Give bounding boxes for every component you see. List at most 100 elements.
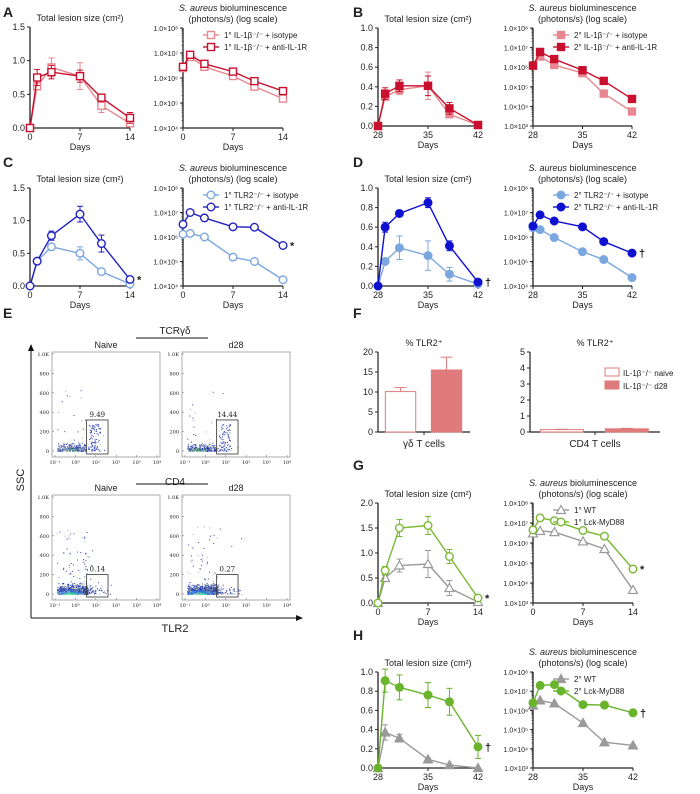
- data-point: [528, 61, 538, 70]
- event-dot: [225, 432, 227, 434]
- event-dot: [76, 448, 78, 450]
- data-point: [185, 228, 195, 238]
- event-dot: [76, 445, 78, 447]
- event-dot: [190, 555, 192, 557]
- x-axis-label: Days: [418, 300, 439, 310]
- event-dot: [77, 444, 79, 446]
- event-dot: [89, 585, 91, 587]
- event-dot: [68, 537, 70, 539]
- data-point: [578, 526, 588, 536]
- event-dot: [86, 532, 88, 534]
- panel-letter: E: [3, 305, 12, 321]
- event-dot: [69, 590, 71, 592]
- event-dot: [93, 429, 95, 431]
- event-dot: [61, 446, 63, 448]
- panel-letter: D: [353, 154, 363, 170]
- event-dot: [216, 586, 218, 588]
- event-dot: [190, 593, 192, 595]
- event-dot: [220, 587, 222, 589]
- event-dot: [94, 447, 96, 449]
- event-dot: [205, 589, 207, 591]
- event-dot: [202, 448, 204, 450]
- data-point: [556, 190, 566, 200]
- event-dot: [208, 592, 210, 594]
- event-dot: [205, 444, 207, 446]
- x-tick-label: 28: [373, 290, 383, 300]
- event-dot: [97, 434, 99, 436]
- event-dot: [195, 449, 197, 451]
- event-dot: [94, 441, 96, 443]
- significance-marker: *: [640, 564, 645, 576]
- event-dot: [213, 591, 215, 593]
- event-dot: [187, 438, 189, 440]
- event-dot: [210, 592, 212, 594]
- event-dot: [212, 391, 214, 393]
- event-dot: [193, 444, 195, 446]
- y-tick-label: 1.5: [360, 523, 373, 533]
- event-dot: [69, 450, 71, 452]
- event-dot: [84, 537, 86, 539]
- event-dot: [75, 449, 77, 451]
- event-dot: [192, 590, 194, 592]
- x-axis-label: Days: [573, 617, 594, 627]
- event-dot: [233, 588, 235, 590]
- event-dot: [227, 434, 229, 436]
- event-dot: [80, 593, 82, 595]
- event-dot: [61, 401, 63, 403]
- data-point: [380, 676, 390, 686]
- event-dot: [84, 536, 86, 538]
- significance-marker: †: [639, 248, 645, 260]
- event-dot: [64, 446, 66, 448]
- event-dot: [74, 593, 76, 595]
- event-dot: [224, 444, 226, 446]
- event-dot: [69, 445, 71, 447]
- event-dot: [96, 588, 98, 590]
- event-dot: [60, 592, 62, 594]
- event-dot: [75, 593, 77, 595]
- event-dot: [189, 415, 191, 417]
- series-1: [528, 47, 637, 104]
- y-tick-label: 0.8: [360, 203, 373, 213]
- x-tick-label: 14: [278, 132, 288, 142]
- event-dot: [92, 445, 94, 447]
- event-dot: [58, 592, 60, 594]
- x-tick-label: 10²: [112, 460, 120, 466]
- x-axis-label: Days: [572, 140, 593, 150]
- data-point: [556, 42, 566, 52]
- event-dot: [57, 589, 59, 591]
- x-tick-label: 0: [27, 132, 32, 142]
- event-dot: [202, 450, 204, 452]
- event-dot: [212, 444, 214, 446]
- event-dot: [194, 590, 196, 592]
- event-dot: [216, 590, 218, 592]
- series-0: [527, 525, 639, 595]
- event-dot: [219, 449, 221, 451]
- event-dot: [201, 588, 203, 590]
- event-dot: [85, 553, 87, 555]
- y-tick-label: 200: [39, 430, 49, 436]
- event-dot: [192, 547, 194, 549]
- y-tick-label: 1.0×10⁵: [503, 85, 528, 92]
- series-1: [528, 680, 638, 718]
- event-dot: [190, 592, 192, 594]
- event-dot: [82, 593, 84, 595]
- event-dot: [228, 437, 230, 439]
- significance-marker: *: [290, 240, 295, 252]
- series-line: [377, 201, 479, 287]
- gate: [216, 574, 239, 598]
- event-dot: [79, 571, 81, 573]
- event-dot: [213, 589, 215, 591]
- event-dot: [69, 538, 71, 540]
- event-dot: [215, 591, 217, 593]
- event-dot: [203, 593, 205, 595]
- event-dot: [214, 590, 216, 592]
- event-dot: [60, 445, 62, 447]
- event-dot: [204, 586, 206, 588]
- event-dot: [187, 446, 189, 448]
- event-dot: [219, 528, 221, 530]
- event-dot: [200, 590, 202, 592]
- event-dot: [223, 445, 225, 447]
- legend-label: 2° WT: [574, 675, 596, 684]
- event-dot: [213, 584, 215, 586]
- y-tick-label: 0.4: [360, 82, 373, 92]
